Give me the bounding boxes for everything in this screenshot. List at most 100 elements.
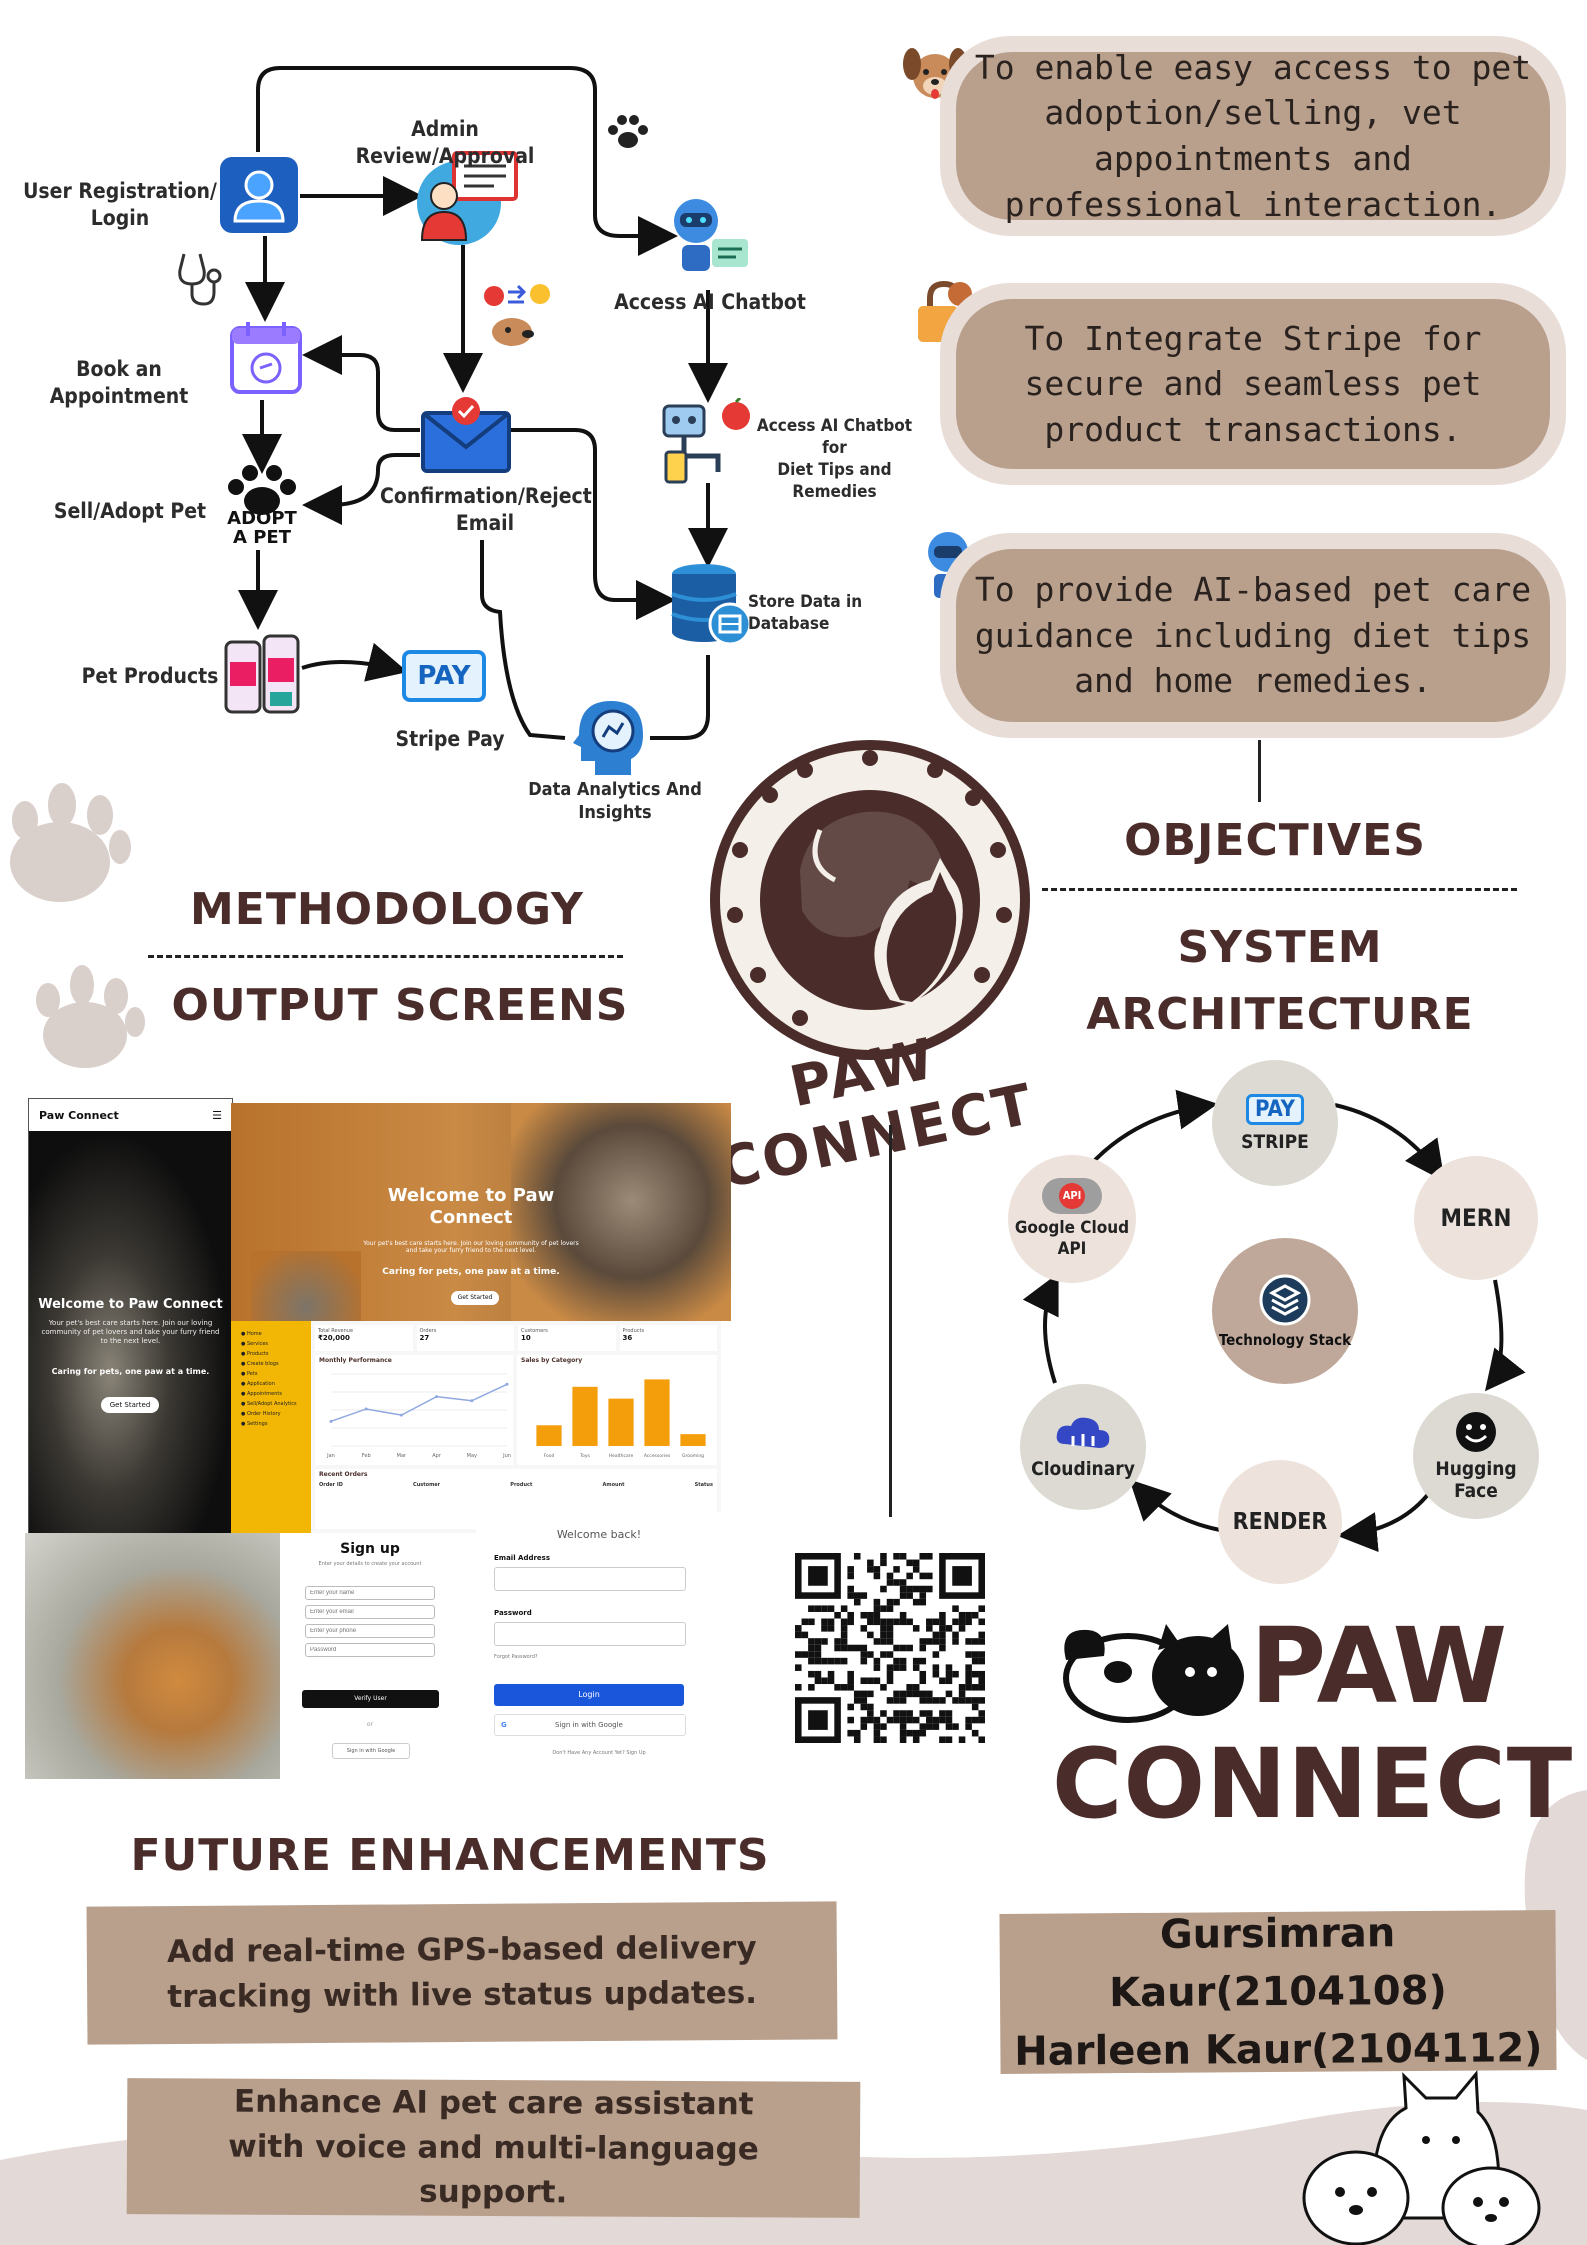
mobile-navbar: Paw Connect ☰ — [29, 1099, 232, 1131]
login-password-input[interactable] — [494, 1622, 686, 1646]
system-architecture-heading: SYSTEM ARCHITECTURE — [1086, 922, 1474, 1040]
qr-module — [808, 1605, 815, 1612]
qr-module — [912, 1690, 920, 1698]
qr-module — [821, 1625, 828, 1632]
qr-module — [919, 1677, 927, 1685]
dashboard-menu-item[interactable]: ● Products — [241, 1351, 269, 1357]
qr-module — [912, 1657, 920, 1665]
mobile-sub: Your pet's best care starts here. Join o… — [41, 1319, 220, 1346]
qr-module — [926, 1625, 933, 1632]
qr-module — [873, 1566, 881, 1573]
qr-module — [860, 1651, 868, 1658]
line-point — [505, 1382, 509, 1386]
admin-review-label: Admin Review/Approval — [355, 117, 535, 169]
arch-google-cloud-label: Google Cloud API — [1014, 1217, 1130, 1259]
qr-module — [840, 1644, 848, 1652]
mobile-get-started[interactable]: Get Started — [101, 1397, 159, 1413]
login-button[interactable]: Login — [494, 1684, 684, 1706]
qr-module — [873, 1657, 881, 1665]
methodology-heading: METHODOLOGY — [190, 884, 584, 935]
qr-module — [939, 1618, 946, 1626]
output-screens-heading: OUTPUT SCREENS — [171, 980, 629, 1031]
dashboard-menu-item[interactable]: ● Sell/Adopt Analytics — [241, 1401, 297, 1407]
qr-module — [893, 1697, 900, 1704]
dashboard-menu-item[interactable]: ● Services — [241, 1341, 269, 1347]
signup-field[interactable] — [305, 1643, 435, 1657]
dashboard-screen: ● Home ● Services ● Products ● Create blogs… — [231, 1321, 721, 1533]
qr-module — [899, 1618, 907, 1626]
qr-module — [899, 1592, 907, 1599]
qr-module — [853, 1598, 861, 1606]
qr-module — [945, 1664, 953, 1671]
hero-tagline: Caring for pets, one paw at a time. — [382, 1267, 560, 1277]
qr-module — [965, 1716, 972, 1724]
qr-module — [886, 1625, 894, 1632]
dashboard-menu-item[interactable]: ● Pets — [241, 1371, 258, 1377]
qr-module — [978, 1710, 985, 1717]
verify-user-button[interactable]: Verify User — [302, 1690, 439, 1708]
qr-module — [906, 1690, 913, 1698]
qr-module — [893, 1657, 900, 1665]
dashboard-sidebar: ● Home ● Services ● Products ● Create blogs… — [231, 1321, 311, 1533]
signup-field[interactable] — [305, 1624, 435, 1638]
qr-module — [867, 1651, 874, 1658]
arch-cloudinary-node: Cloudinary — [1020, 1384, 1146, 1510]
stat-card: Products 36 — [619, 1325, 717, 1351]
qr-module — [926, 1716, 933, 1724]
stripe-pay-badge: PAY — [1245, 1093, 1305, 1125]
qr-code[interactable] — [795, 1553, 985, 1743]
qr-module — [919, 1598, 927, 1606]
qr-module — [932, 1631, 940, 1639]
login-email-input[interactable] — [494, 1567, 686, 1591]
hero-get-started[interactable]: Get Started — [451, 1291, 499, 1305]
qr-module — [886, 1618, 894, 1626]
qr-module — [847, 1670, 854, 1678]
x-tick-label: May — [467, 1453, 477, 1459]
signup-google-button[interactable]: Sign in with Google — [332, 1743, 410, 1759]
dashboard-menu-item[interactable]: ● Application — [241, 1381, 275, 1387]
dashboard-menu-item[interactable]: ● Settings — [241, 1421, 268, 1427]
qr-module — [906, 1592, 913, 1599]
qr-module — [886, 1677, 894, 1685]
qr-module — [939, 1697, 946, 1704]
dashboard-menu-item[interactable]: ● Home — [241, 1331, 262, 1337]
pet-products-icon — [224, 634, 300, 714]
login-footer[interactable]: Don't Have Any Account Yet? Sign Up — [552, 1750, 646, 1756]
qr-module — [912, 1625, 920, 1632]
arch-hugging-face-label: Hugging Face — [1435, 1458, 1517, 1502]
x-tick-label: Jun — [502, 1453, 511, 1459]
qr-module — [827, 1605, 835, 1612]
qr-module — [847, 1644, 854, 1652]
forgot-password-link[interactable]: Forgot Password? — [494, 1654, 538, 1660]
qr-module — [821, 1605, 828, 1612]
dashboard-menu-item[interactable]: ● Appointments — [241, 1391, 282, 1397]
architecture-arrows — [1022, 1089, 1526, 1553]
pay-badge: PAY — [402, 650, 486, 702]
qr-module — [939, 1638, 946, 1645]
qr-module — [801, 1618, 809, 1626]
signup-field[interactable] — [305, 1605, 435, 1619]
qr-module — [926, 1723, 933, 1730]
dashboard-menu-item[interactable]: ● Order History — [241, 1411, 281, 1417]
qr-module — [919, 1592, 927, 1599]
login-google-button[interactable]: G Sign in with Google — [494, 1714, 686, 1736]
dashboard-menu-item[interactable]: ● Create blogs — [241, 1361, 279, 1367]
x-tick-label: Jan — [326, 1453, 335, 1459]
signup-field[interactable] — [305, 1586, 435, 1600]
qr-module — [847, 1566, 854, 1573]
qr-module — [795, 1684, 802, 1691]
qr-module — [860, 1657, 868, 1665]
qr-module — [899, 1710, 907, 1717]
mobile-cat-photo — [29, 1131, 232, 1534]
authors-card: Gursimran Kaur(2104108) Harleen Kaur(210… — [999, 1910, 1557, 2075]
bar-mark — [644, 1379, 670, 1446]
qr-module — [834, 1657, 841, 1665]
qr-module — [978, 1697, 985, 1704]
qr-module — [919, 1585, 927, 1593]
qr-module — [886, 1605, 894, 1612]
qr-module — [867, 1566, 874, 1573]
qr-module — [919, 1553, 927, 1560]
email-icon — [421, 397, 511, 473]
menu-icon[interactable]: ☰ — [212, 1108, 222, 1122]
qr-module — [906, 1716, 913, 1724]
